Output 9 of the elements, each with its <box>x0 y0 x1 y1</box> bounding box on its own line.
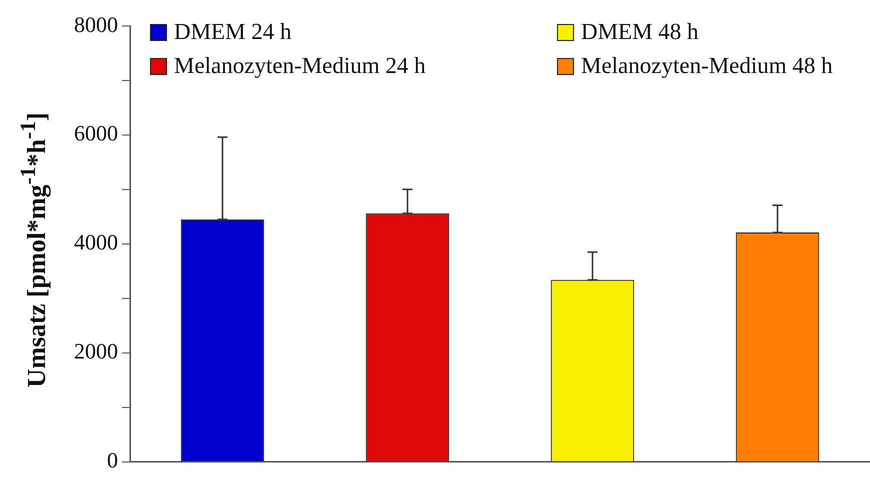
legend-label: Melanozyten-Medium 48 h <box>581 52 833 80</box>
legend-label: Melanozyten-Medium 24 h <box>174 52 426 80</box>
legend-label: DMEM 24 h <box>174 18 292 46</box>
y-tick-label: 8000 <box>74 12 118 37</box>
y-tick-label: 4000 <box>74 230 118 255</box>
y-tick-label: 0 <box>107 448 118 473</box>
legend-label: DMEM 48 h <box>581 18 699 46</box>
y-tick-label: 6000 <box>74 120 118 146</box>
y-tick-label: 2000 <box>74 338 118 364</box>
